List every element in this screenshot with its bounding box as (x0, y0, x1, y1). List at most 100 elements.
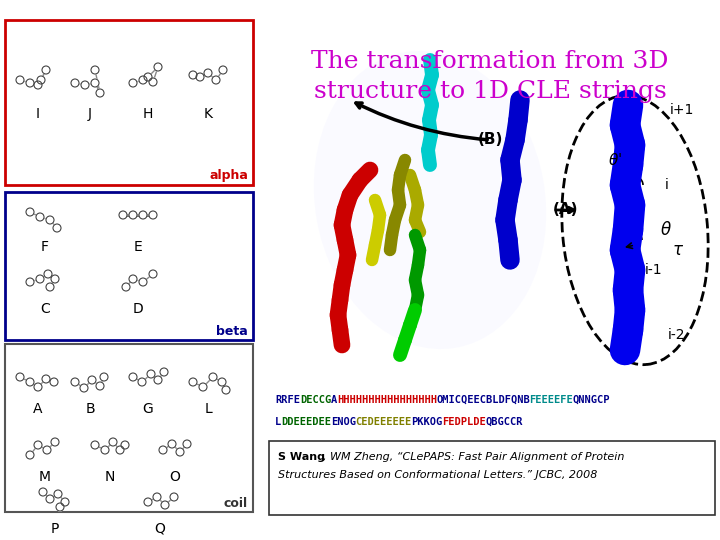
Text: E: E (134, 240, 143, 254)
Circle shape (147, 370, 155, 378)
Circle shape (121, 441, 129, 449)
Circle shape (109, 438, 117, 446)
FancyBboxPatch shape (269, 441, 715, 515)
Circle shape (160, 368, 168, 376)
Circle shape (51, 438, 59, 446)
Circle shape (129, 373, 137, 381)
Circle shape (122, 283, 130, 291)
Text: i+1: i+1 (670, 103, 694, 117)
Text: QNNGCP: QNNGCP (572, 395, 610, 405)
Circle shape (71, 378, 79, 386)
Circle shape (149, 211, 157, 219)
Circle shape (189, 71, 197, 79)
Text: (B): (B) (477, 132, 503, 147)
Circle shape (176, 448, 184, 456)
Text: L: L (204, 402, 212, 416)
Circle shape (96, 382, 104, 390)
Text: L: L (275, 417, 282, 427)
Text: P: P (51, 522, 59, 536)
Text: beta: beta (216, 325, 248, 338)
Text: PKKOG: PKKOG (411, 417, 443, 427)
Text: $\theta$: $\theta$ (660, 221, 672, 239)
Circle shape (26, 451, 34, 459)
Text: DDEEEDEE: DDEEEDEE (282, 417, 331, 427)
Circle shape (53, 224, 61, 232)
Circle shape (149, 78, 157, 86)
Circle shape (46, 283, 54, 291)
Text: Structures Based on Conformational Letters.” JCBC, 2008: Structures Based on Conformational Lette… (278, 470, 598, 480)
Circle shape (61, 498, 69, 506)
Circle shape (168, 440, 176, 448)
Circle shape (183, 440, 191, 448)
Circle shape (16, 373, 24, 381)
Circle shape (129, 79, 137, 87)
Circle shape (218, 378, 226, 386)
Text: RRFE: RRFE (275, 395, 300, 405)
Circle shape (161, 501, 169, 509)
Circle shape (101, 446, 109, 454)
Text: (A): (A) (553, 202, 578, 218)
Text: B: B (85, 402, 95, 416)
Text: $\theta$': $\theta$' (608, 152, 622, 168)
Circle shape (159, 446, 167, 454)
Circle shape (119, 211, 127, 219)
Text: S Wang: S Wang (278, 452, 325, 462)
Circle shape (26, 79, 34, 87)
Circle shape (42, 66, 50, 74)
Text: K: K (204, 107, 212, 121)
Circle shape (138, 378, 146, 386)
Circle shape (204, 69, 212, 77)
Circle shape (199, 383, 207, 391)
Circle shape (42, 375, 50, 383)
Text: DECCG: DECCG (300, 395, 331, 405)
Circle shape (44, 270, 52, 278)
Circle shape (26, 378, 34, 386)
Circle shape (91, 79, 99, 87)
Circle shape (154, 376, 162, 384)
Text: coil: coil (224, 497, 248, 510)
Circle shape (71, 79, 79, 87)
Text: G: G (143, 402, 153, 416)
Text: i-2: i-2 (668, 328, 685, 342)
FancyBboxPatch shape (5, 20, 253, 185)
Circle shape (81, 81, 89, 89)
Text: i: i (665, 178, 669, 192)
Circle shape (37, 76, 45, 84)
Circle shape (36, 213, 44, 221)
Circle shape (43, 446, 51, 454)
Circle shape (16, 76, 24, 84)
Text: alpha: alpha (209, 169, 248, 182)
Circle shape (144, 498, 152, 506)
Circle shape (26, 278, 34, 286)
Circle shape (56, 503, 64, 511)
FancyBboxPatch shape (5, 192, 253, 340)
Circle shape (139, 76, 147, 84)
Text: Q: Q (155, 522, 166, 536)
Text: I: I (36, 107, 40, 121)
Text: The transformation from 3D
structure to 1D CLE strings: The transformation from 3D structure to … (311, 50, 669, 103)
Circle shape (139, 278, 147, 286)
Circle shape (39, 488, 47, 496)
Text: HHHHHHHHHHHHHHHH: HHHHHHHHHHHHHHHH (337, 395, 437, 405)
Text: ENOG: ENOG (330, 417, 356, 427)
Text: O: O (170, 470, 181, 484)
Text: i-1: i-1 (645, 263, 662, 277)
Circle shape (100, 373, 108, 381)
Circle shape (80, 384, 88, 392)
Text: H: H (143, 107, 153, 121)
Text: QBGCCR: QBGCCR (486, 417, 523, 427)
Ellipse shape (314, 51, 546, 349)
Circle shape (149, 270, 157, 278)
Circle shape (153, 493, 161, 501)
Text: C: C (40, 302, 50, 316)
Text: FEDPLDE: FEDPLDE (442, 417, 486, 427)
Circle shape (196, 73, 204, 81)
Text: , WM Zheng, “CLePAPS: Fast Pair Alignment of Protein: , WM Zheng, “CLePAPS: Fast Pair Alignmen… (323, 452, 624, 462)
Circle shape (36, 275, 44, 283)
Circle shape (129, 275, 137, 283)
Circle shape (170, 493, 178, 501)
Text: A: A (33, 402, 42, 416)
Circle shape (26, 208, 34, 216)
Text: $\tau$: $\tau$ (672, 241, 684, 259)
Circle shape (46, 216, 54, 224)
